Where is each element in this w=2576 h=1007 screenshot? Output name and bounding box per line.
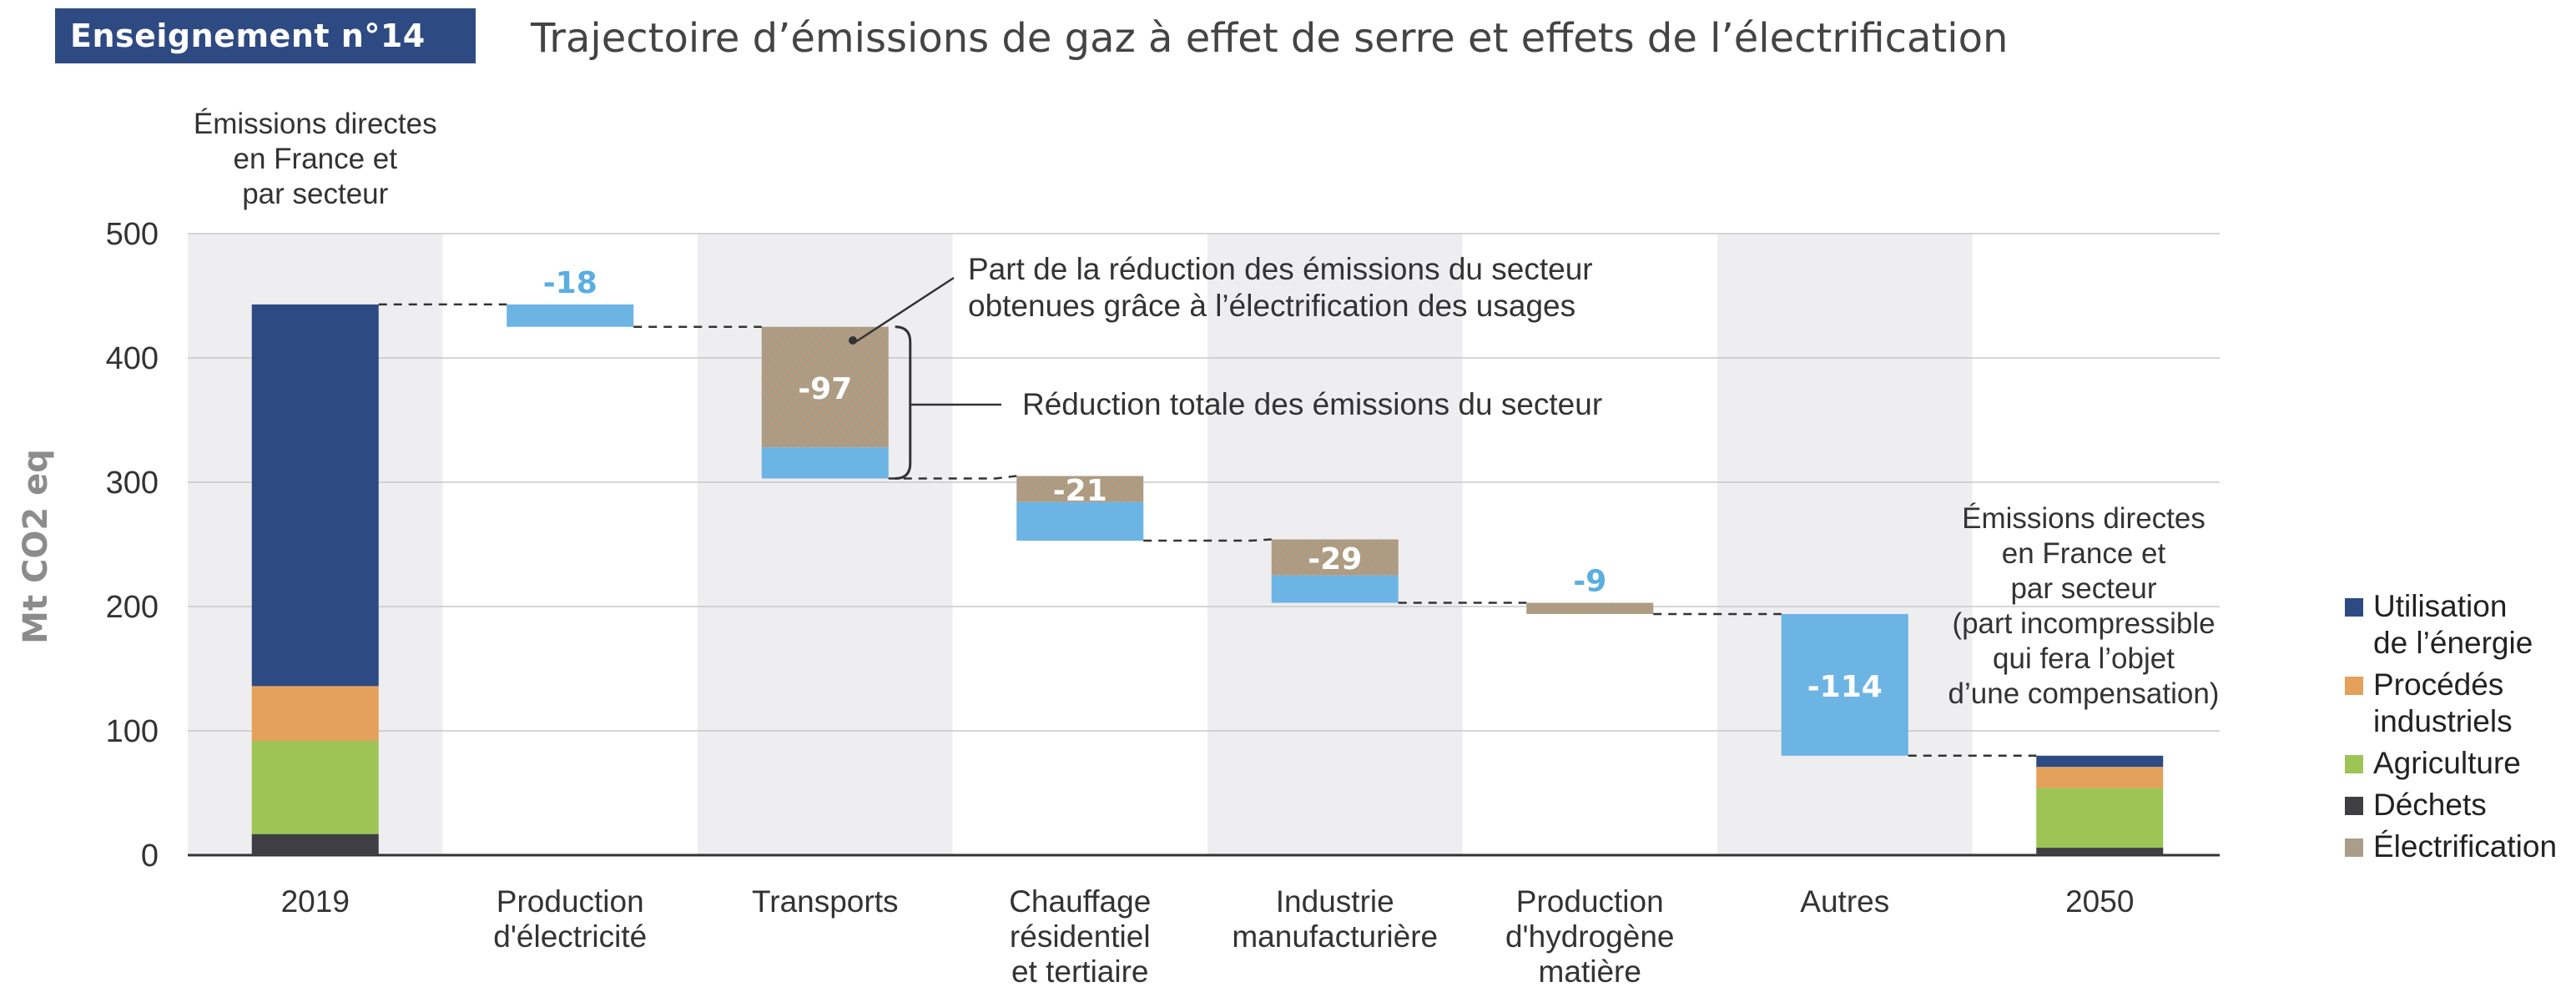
x-tick-label: Transports [752, 884, 898, 919]
reduction-segment [1781, 613, 1908, 756]
stacked-segment [2036, 788, 2164, 848]
connector-line [888, 475, 1017, 480]
annotation-electrification: Part de la réduction des émissions du se… [968, 252, 1593, 323]
reduction-value-label: -9 [1573, 565, 1606, 599]
legend-item: Déchets [2345, 787, 2576, 823]
reduction-value-label: -18 [543, 266, 597, 300]
annotation-2050: Émissions directes en France et par secteu… [1948, 502, 2220, 710]
reduction-segment [1016, 501, 1144, 541]
stacked-segment [2036, 848, 2164, 855]
legend-swatch [2345, 598, 2363, 617]
legend-swatch [2345, 838, 2363, 857]
stacked-segment [251, 686, 379, 741]
stacked-segment [251, 740, 379, 834]
stacked-segment [2036, 767, 2164, 788]
y-tick-label: 0 [141, 838, 159, 874]
legend-swatch [2345, 797, 2363, 815]
stacked-segment [251, 304, 379, 687]
x-tick-label: Industrie manufacturière [1232, 884, 1438, 954]
legend: Utilisation de l’énergie Procédés industr… [2345, 588, 2576, 870]
annotation-total-reduction: Réduction totale des émissions du secteu… [1022, 387, 1602, 421]
legend-item: Utilisation de l’énergie [2345, 588, 2576, 662]
x-tick-label: 2019 [281, 884, 350, 919]
x-tick-label: Production d'électricité [493, 884, 647, 954]
y-axis-label: Mt CO2 eq [17, 449, 55, 644]
leader-line [854, 276, 955, 344]
annotation-2019: Émissions directes en France et par secteu… [194, 108, 437, 210]
electrification-segment [761, 326, 889, 448]
y-tick-label: 500 [106, 217, 159, 252]
reduction-value-label: -29 [1308, 542, 1362, 577]
x-tick-label: Autres [1800, 884, 1889, 919]
legend-label: Procédés industriels [2373, 667, 2513, 738]
legend-swatch [2345, 755, 2363, 773]
reduction-value-label: -21 [1053, 474, 1107, 508]
reduction-value-label: -114 [1807, 670, 1883, 704]
legend-item: Procédés industriels [2345, 667, 2576, 740]
lesson-badge: Enseignement n°14 [55, 8, 476, 63]
electrification-segment [1016, 476, 1144, 502]
y-tick-label: 300 [106, 466, 159, 501]
y-tick-label: 400 [106, 341, 159, 376]
bracket [895, 325, 912, 481]
leader-dot [849, 336, 857, 345]
legend-label: Utilisation de l’énergie [2373, 589, 2533, 660]
x-tick-label: Chauffage résidentiel et tertiaire [1009, 884, 1151, 989]
legend-item: Électrification [2345, 828, 2576, 865]
legend-label: Agriculture [2373, 746, 2521, 780]
electrification-segment [1526, 602, 1654, 614]
x-tick-label: Production d'hydrogène matière [1505, 884, 1675, 989]
legend-swatch [2345, 677, 2363, 695]
chart-title: Trajectoire d’émissions de gaz à effet d… [531, 15, 2009, 62]
y-tick-label: 100 [106, 714, 159, 749]
stacked-segment [2036, 755, 2164, 768]
x-tick-label: 2050 [2065, 884, 2134, 919]
column-band [1717, 234, 1973, 855]
reduction-segment [1271, 575, 1399, 603]
legend-item: Agriculture [2345, 745, 2576, 782]
reduction-segment [507, 304, 634, 327]
connector-line [1143, 538, 1272, 542]
electrification-segment [1271, 539, 1399, 576]
stacked-segment [251, 833, 379, 855]
reduction-segment [761, 447, 889, 479]
reduction-value-label: -97 [798, 372, 852, 406]
y-tick-label: 200 [106, 590, 159, 625]
legend-label: Électrification [2373, 829, 2558, 864]
legend-label: Déchets [2373, 788, 2487, 822]
